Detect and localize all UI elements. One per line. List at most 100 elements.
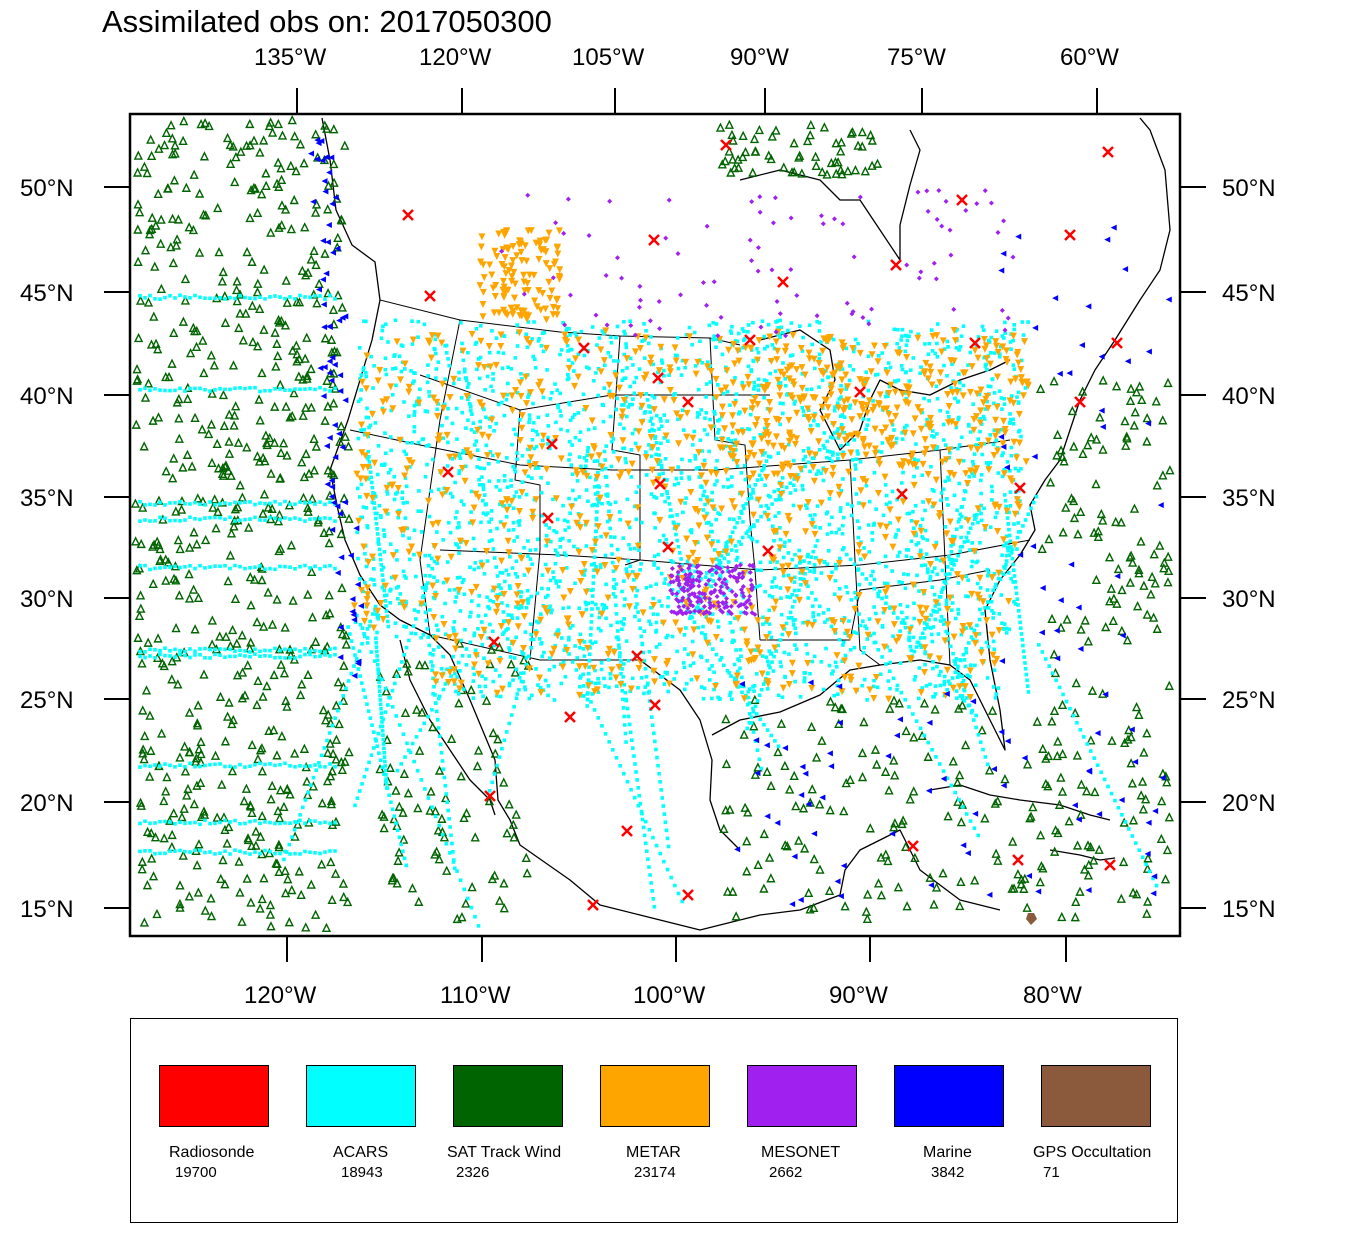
sat-track-wind-marker: [166, 120, 176, 130]
acars-marker: [611, 569, 616, 573]
acars-marker: [364, 370, 368, 375]
acars-marker: [821, 478, 826, 483]
acars-marker: [956, 417, 961, 421]
sat-track-wind-marker: [147, 212, 157, 222]
sat-track-wind-marker: [402, 658, 412, 668]
acars-marker: [968, 819, 973, 823]
acars-marker: [848, 364, 852, 368]
sat-track-wind-marker: [454, 638, 465, 648]
sat-track-wind-marker: [254, 456, 265, 466]
acars-marker: [752, 380, 756, 385]
acars-marker: [793, 626, 798, 631]
acars-marker: [153, 647, 157, 652]
acars-marker: [866, 354, 871, 359]
acars-marker: [805, 387, 809, 392]
acars-marker: [1000, 407, 1004, 411]
acars-marker: [198, 848, 202, 853]
sat-track-wind-marker: [302, 332, 312, 342]
acars-marker: [956, 446, 960, 451]
acars-marker: [930, 747, 934, 752]
acars-marker: [758, 432, 763, 437]
sat-track-wind-marker: [135, 295, 146, 305]
acars-marker: [888, 606, 892, 610]
sat-track-wind-marker: [302, 370, 312, 381]
acars-marker: [890, 569, 894, 573]
acars-marker: [503, 579, 507, 584]
acars-marker: [183, 389, 187, 393]
acars-marker: [966, 539, 970, 543]
acars-marker: [618, 517, 623, 522]
acars-marker: [588, 633, 593, 637]
acars-marker: [573, 581, 577, 586]
metar-marker: [382, 508, 390, 516]
sat-track-wind-marker: [1098, 515, 1108, 525]
acars-marker: [1068, 706, 1072, 711]
acars-marker: [357, 346, 362, 350]
acars-marker: [968, 663, 973, 667]
acars-marker: [515, 323, 520, 327]
sat-track-wind-marker: [344, 747, 354, 757]
sat-track-wind-marker: [209, 360, 219, 370]
acars-marker: [548, 396, 553, 401]
acars-marker: [964, 594, 968, 598]
acars-marker: [956, 553, 960, 558]
acars-marker: [654, 496, 659, 500]
acars-marker: [648, 873, 652, 877]
acars-marker: [138, 293, 142, 298]
acars-marker: [430, 708, 434, 712]
acars-marker: [163, 295, 167, 300]
acars-marker: [1002, 467, 1007, 472]
sat-track-wind-marker: [301, 270, 311, 280]
sat-track-wind-marker: [246, 184, 256, 195]
sat-track-wind-marker: [956, 817, 966, 827]
acars-marker: [303, 295, 307, 299]
acars-marker: [976, 833, 981, 838]
sat-track-wind-marker: [306, 363, 316, 374]
acars-marker: [587, 366, 591, 371]
acars-marker: [308, 517, 312, 521]
acars-marker: [593, 548, 597, 553]
sat-track-wind-marker: [403, 788, 413, 798]
acars-marker: [758, 560, 763, 565]
acars-marker: [682, 665, 687, 670]
acars-marker: [661, 533, 666, 538]
acars-marker: [253, 515, 257, 520]
sat-track-wind-marker: [311, 259, 321, 270]
acars-marker: [183, 295, 187, 299]
acars-marker: [213, 852, 217, 856]
acars-marker: [975, 512, 979, 517]
acars-marker: [821, 687, 826, 692]
acars-marker: [418, 728, 423, 732]
sat-track-wind-marker: [1142, 863, 1153, 873]
sat-track-wind-marker: [865, 129, 876, 140]
sat-track-wind-marker: [750, 146, 760, 156]
acars-marker: [1010, 556, 1015, 561]
sat-track-wind-marker: [1016, 879, 1026, 889]
acars-marker: [423, 573, 428, 578]
acars-marker: [437, 823, 441, 828]
acars-marker: [679, 471, 684, 475]
acars-marker: [459, 499, 464, 503]
acars-marker: [457, 454, 461, 458]
acars-marker: [825, 532, 830, 536]
acars-marker: [928, 682, 932, 687]
acars-marker: [248, 852, 252, 856]
sat-track-wind-marker: [467, 882, 477, 892]
sat-track-wind-marker: [253, 341, 263, 351]
acars-marker: [912, 526, 916, 530]
acars-marker: [564, 553, 568, 558]
acars-marker: [703, 416, 707, 420]
acars-marker: [689, 615, 693, 619]
sat-track-wind-marker: [287, 114, 297, 125]
acars-marker: [420, 585, 425, 590]
acars-marker: [572, 544, 576, 549]
acars-marker: [732, 517, 736, 522]
sat-track-wind-marker: [193, 493, 203, 503]
acars-marker: [573, 435, 578, 440]
acars-marker: [397, 508, 402, 513]
sat-track-wind-marker: [258, 508, 268, 518]
acars-marker: [973, 683, 978, 688]
sat-track-wind-marker: [133, 256, 143, 266]
acars-marker: [468, 565, 472, 570]
acars-marker: [903, 391, 908, 395]
